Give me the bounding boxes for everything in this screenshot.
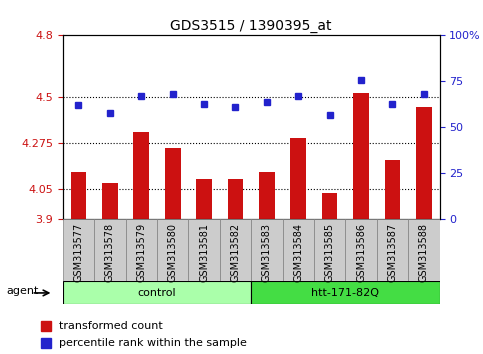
Text: GSM313582: GSM313582 <box>230 223 241 282</box>
Text: GSM313586: GSM313586 <box>356 223 366 281</box>
Bar <box>63 219 94 281</box>
Text: GSM313588: GSM313588 <box>419 223 429 281</box>
Bar <box>227 178 243 219</box>
Bar <box>71 172 86 219</box>
Bar <box>102 183 118 219</box>
Bar <box>416 107 432 219</box>
Bar <box>126 219 157 281</box>
Text: GSM313581: GSM313581 <box>199 223 209 281</box>
Bar <box>408 219 440 281</box>
Bar <box>94 219 126 281</box>
Bar <box>353 93 369 219</box>
Bar <box>322 193 338 219</box>
Bar <box>165 148 181 219</box>
Bar <box>220 219 251 281</box>
Bar <box>251 281 440 304</box>
Bar <box>133 132 149 219</box>
Bar <box>157 219 188 281</box>
Text: GSM313583: GSM313583 <box>262 223 272 281</box>
Text: control: control <box>138 288 176 298</box>
Bar <box>314 219 345 281</box>
Text: htt-171-82Q: htt-171-82Q <box>312 288 379 298</box>
Bar <box>188 219 220 281</box>
Text: agent: agent <box>6 286 39 296</box>
Bar <box>251 219 283 281</box>
Text: GSM313585: GSM313585 <box>325 223 335 282</box>
Text: GSM313577: GSM313577 <box>73 223 84 282</box>
Bar <box>259 172 275 219</box>
Text: GSM313584: GSM313584 <box>293 223 303 281</box>
Bar <box>377 219 408 281</box>
Bar <box>290 138 306 219</box>
Text: GSM313580: GSM313580 <box>168 223 178 281</box>
Bar <box>283 219 314 281</box>
Text: GSM313578: GSM313578 <box>105 223 115 282</box>
Text: GSM313579: GSM313579 <box>136 223 146 282</box>
Title: GDS3515 / 1390395_at: GDS3515 / 1390395_at <box>170 19 332 33</box>
Bar <box>196 178 212 219</box>
Bar <box>345 219 377 281</box>
Text: transformed count: transformed count <box>59 321 163 331</box>
Text: GSM313587: GSM313587 <box>387 223 398 282</box>
Bar <box>384 160 400 219</box>
Bar <box>63 281 251 304</box>
Text: percentile rank within the sample: percentile rank within the sample <box>59 338 247 348</box>
